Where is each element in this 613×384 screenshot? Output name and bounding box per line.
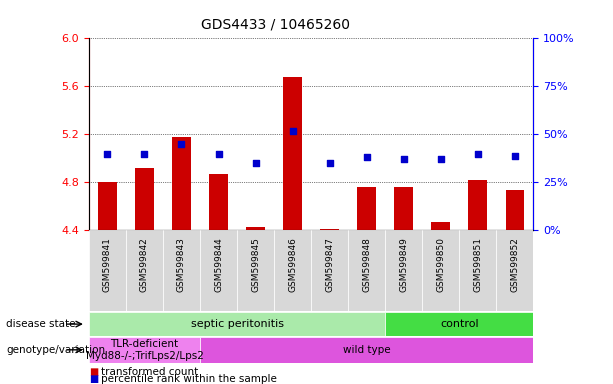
Bar [126,230,163,311]
Text: GDS4433 / 10465260: GDS4433 / 10465260 [201,17,351,31]
Bar [394,187,413,230]
Point [213,151,223,157]
Text: GSM599849: GSM599849 [399,237,408,292]
Point [362,154,371,161]
Text: wild type: wild type [343,345,390,355]
Bar [246,227,265,230]
Bar [98,182,116,230]
Bar [385,230,422,311]
Bar [89,337,200,363]
Bar [200,337,533,363]
Bar [497,230,533,311]
Bar [459,230,497,311]
Bar [357,187,376,230]
Text: ■: ■ [89,374,98,384]
Text: GSM599850: GSM599850 [436,237,445,292]
Bar [135,168,154,230]
Text: genotype/variation: genotype/variation [6,345,105,355]
Text: percentile rank within the sample: percentile rank within the sample [101,374,277,384]
Text: GSM599852: GSM599852 [510,237,519,292]
Bar [311,230,348,311]
Bar [348,230,385,311]
Bar [209,174,228,230]
Point [251,160,261,166]
Point [102,151,112,157]
Text: transformed count: transformed count [101,367,199,377]
Text: TLR-deficient
Myd88-/-;TrifLps2/Lps2: TLR-deficient Myd88-/-;TrifLps2/Lps2 [85,339,204,361]
Bar [274,230,311,311]
Text: ■: ■ [89,367,98,377]
Bar [432,222,450,230]
Text: septic peritonitis: septic peritonitis [191,319,284,329]
Bar [385,312,533,336]
Point [177,141,186,147]
Point [399,156,409,162]
Bar [172,137,191,230]
Text: GSM599848: GSM599848 [362,237,371,292]
Text: GSM599843: GSM599843 [177,237,186,292]
Bar [200,230,237,311]
Text: GSM599841: GSM599841 [103,237,112,292]
Point [473,151,482,157]
Bar [89,312,385,336]
Text: GSM599846: GSM599846 [288,237,297,292]
Text: GSM599845: GSM599845 [251,237,260,292]
Bar [237,230,274,311]
Bar [468,180,487,230]
Bar [422,230,459,311]
Bar [89,230,126,311]
Point [510,152,520,159]
Text: GSM599851: GSM599851 [473,237,482,292]
Point [325,160,335,166]
Text: GSM599842: GSM599842 [140,237,149,291]
Bar [321,229,339,230]
Bar [163,230,200,311]
Bar [283,77,302,230]
Text: control: control [440,319,479,329]
Text: disease state: disease state [6,319,75,329]
Point [287,127,297,134]
Point [436,156,446,162]
Text: GSM599847: GSM599847 [325,237,334,292]
Bar [506,190,524,230]
Text: GSM599844: GSM599844 [214,237,223,291]
Point [140,151,150,157]
